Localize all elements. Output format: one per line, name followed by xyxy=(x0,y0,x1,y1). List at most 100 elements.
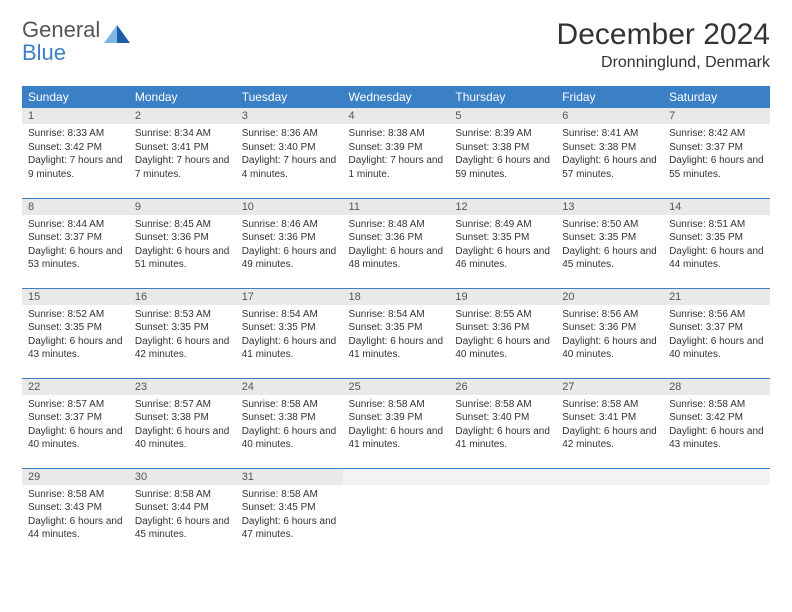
calendar-table: SundayMondayTuesdayWednesdayThursdayFrid… xyxy=(22,86,770,558)
day-header: Monday xyxy=(129,86,236,108)
day-detail: Sunrise: 8:38 AMSunset: 3:39 PMDaylight:… xyxy=(343,124,450,187)
calendar-cell: . xyxy=(556,468,663,558)
calendar-cell: 12Sunrise: 8:49 AMSunset: 3:35 PMDayligh… xyxy=(449,198,556,288)
day-detail: Sunrise: 8:56 AMSunset: 3:37 PMDaylight:… xyxy=(663,305,770,368)
day-number: 24 xyxy=(236,379,343,395)
calendar-cell: 8Sunrise: 8:44 AMSunset: 3:37 PMDaylight… xyxy=(22,198,129,288)
location-subtitle: Dronninglund, Denmark xyxy=(557,54,770,72)
calendar-cell: 26Sunrise: 8:58 AMSunset: 3:40 PMDayligh… xyxy=(449,378,556,468)
calendar-cell: 7Sunrise: 8:42 AMSunset: 3:37 PMDaylight… xyxy=(663,108,770,198)
calendar-cell: 18Sunrise: 8:54 AMSunset: 3:35 PMDayligh… xyxy=(343,288,450,378)
day-detail: Sunrise: 8:44 AMSunset: 3:37 PMDaylight:… xyxy=(22,215,129,278)
brand-mark-icon xyxy=(104,21,130,43)
day-header: Friday xyxy=(556,86,663,108)
calendar-cell: 6Sunrise: 8:41 AMSunset: 3:38 PMDaylight… xyxy=(556,108,663,198)
day-number: . xyxy=(663,469,770,485)
day-number: . xyxy=(449,469,556,485)
day-detail: Sunrise: 8:57 AMSunset: 3:38 PMDaylight:… xyxy=(129,395,236,458)
calendar-cell: 29Sunrise: 8:58 AMSunset: 3:43 PMDayligh… xyxy=(22,468,129,558)
day-number: 11 xyxy=(343,199,450,215)
day-detail: Sunrise: 8:46 AMSunset: 3:36 PMDaylight:… xyxy=(236,215,343,278)
calendar-cell: 21Sunrise: 8:56 AMSunset: 3:37 PMDayligh… xyxy=(663,288,770,378)
day-number: 29 xyxy=(22,469,129,485)
day-number: 15 xyxy=(22,289,129,305)
calendar-cell: 11Sunrise: 8:48 AMSunset: 3:36 PMDayligh… xyxy=(343,198,450,288)
day-detail: Sunrise: 8:49 AMSunset: 3:35 PMDaylight:… xyxy=(449,215,556,278)
page-header: General Blue December 2024 Dronninglund,… xyxy=(22,18,770,72)
calendar-cell: 3Sunrise: 8:36 AMSunset: 3:40 PMDaylight… xyxy=(236,108,343,198)
calendar-cell: 19Sunrise: 8:55 AMSunset: 3:36 PMDayligh… xyxy=(449,288,556,378)
calendar-cell: 14Sunrise: 8:51 AMSunset: 3:35 PMDayligh… xyxy=(663,198,770,288)
day-detail: Sunrise: 8:50 AMSunset: 3:35 PMDaylight:… xyxy=(556,215,663,278)
day-detail: Sunrise: 8:58 AMSunset: 3:41 PMDaylight:… xyxy=(556,395,663,458)
title-block: December 2024 Dronninglund, Denmark xyxy=(557,18,770,72)
brand-word1: General xyxy=(22,17,100,42)
day-detail: Sunrise: 8:34 AMSunset: 3:41 PMDaylight:… xyxy=(129,124,236,187)
calendar-cell: 15Sunrise: 8:52 AMSunset: 3:35 PMDayligh… xyxy=(22,288,129,378)
day-number: 4 xyxy=(343,108,450,124)
day-number: 13 xyxy=(556,199,663,215)
day-number: 30 xyxy=(129,469,236,485)
day-detail: Sunrise: 8:48 AMSunset: 3:36 PMDaylight:… xyxy=(343,215,450,278)
day-number: 8 xyxy=(22,199,129,215)
calendar-cell: 9Sunrise: 8:45 AMSunset: 3:36 PMDaylight… xyxy=(129,198,236,288)
day-number: 1 xyxy=(22,108,129,124)
day-header: Thursday xyxy=(449,86,556,108)
day-number: 18 xyxy=(343,289,450,305)
brand-logo: General Blue xyxy=(22,18,130,64)
day-detail: Sunrise: 8:58 AMSunset: 3:43 PMDaylight:… xyxy=(22,485,129,548)
day-detail: Sunrise: 8:42 AMSunset: 3:37 PMDaylight:… xyxy=(663,124,770,187)
calendar-cell: 13Sunrise: 8:50 AMSunset: 3:35 PMDayligh… xyxy=(556,198,663,288)
calendar-cell: 30Sunrise: 8:58 AMSunset: 3:44 PMDayligh… xyxy=(129,468,236,558)
day-number: 3 xyxy=(236,108,343,124)
calendar-cell: 5Sunrise: 8:39 AMSunset: 3:38 PMDaylight… xyxy=(449,108,556,198)
day-number: 19 xyxy=(449,289,556,305)
day-detail: Sunrise: 8:58 AMSunset: 3:42 PMDaylight:… xyxy=(663,395,770,458)
day-number: 6 xyxy=(556,108,663,124)
day-number: 28 xyxy=(663,379,770,395)
calendar-cell: 2Sunrise: 8:34 AMSunset: 3:41 PMDaylight… xyxy=(129,108,236,198)
day-detail: Sunrise: 8:51 AMSunset: 3:35 PMDaylight:… xyxy=(663,215,770,278)
day-detail: Sunrise: 8:54 AMSunset: 3:35 PMDaylight:… xyxy=(236,305,343,368)
day-number: 25 xyxy=(343,379,450,395)
day-number: 14 xyxy=(663,199,770,215)
calendar-cell: 20Sunrise: 8:56 AMSunset: 3:36 PMDayligh… xyxy=(556,288,663,378)
calendar-cell: 23Sunrise: 8:57 AMSunset: 3:38 PMDayligh… xyxy=(129,378,236,468)
calendar-cell: 31Sunrise: 8:58 AMSunset: 3:45 PMDayligh… xyxy=(236,468,343,558)
day-detail: Sunrise: 8:56 AMSunset: 3:36 PMDaylight:… xyxy=(556,305,663,368)
day-number: 9 xyxy=(129,199,236,215)
day-detail: Sunrise: 8:58 AMSunset: 3:39 PMDaylight:… xyxy=(343,395,450,458)
day-detail: Sunrise: 8:52 AMSunset: 3:35 PMDaylight:… xyxy=(22,305,129,368)
day-number: 12 xyxy=(449,199,556,215)
day-number: . xyxy=(556,469,663,485)
day-detail: Sunrise: 8:54 AMSunset: 3:35 PMDaylight:… xyxy=(343,305,450,368)
calendar-cell: 4Sunrise: 8:38 AMSunset: 3:39 PMDaylight… xyxy=(343,108,450,198)
day-number: 5 xyxy=(449,108,556,124)
day-number: 17 xyxy=(236,289,343,305)
day-detail: Sunrise: 8:58 AMSunset: 3:44 PMDaylight:… xyxy=(129,485,236,548)
day-detail: Sunrise: 8:57 AMSunset: 3:37 PMDaylight:… xyxy=(22,395,129,458)
day-detail: Sunrise: 8:39 AMSunset: 3:38 PMDaylight:… xyxy=(449,124,556,187)
day-number: 21 xyxy=(663,289,770,305)
calendar-cell: . xyxy=(663,468,770,558)
day-number: 10 xyxy=(236,199,343,215)
day-number: 7 xyxy=(663,108,770,124)
day-header: Wednesday xyxy=(343,86,450,108)
day-number: 2 xyxy=(129,108,236,124)
calendar-cell: 17Sunrise: 8:54 AMSunset: 3:35 PMDayligh… xyxy=(236,288,343,378)
calendar-cell: 28Sunrise: 8:58 AMSunset: 3:42 PMDayligh… xyxy=(663,378,770,468)
day-detail: Sunrise: 8:53 AMSunset: 3:35 PMDaylight:… xyxy=(129,305,236,368)
calendar-cell: 1Sunrise: 8:33 AMSunset: 3:42 PMDaylight… xyxy=(22,108,129,198)
day-number: 23 xyxy=(129,379,236,395)
calendar-cell: 10Sunrise: 8:46 AMSunset: 3:36 PMDayligh… xyxy=(236,198,343,288)
calendar-cell: . xyxy=(449,468,556,558)
calendar-head: SundayMondayTuesdayWednesdayThursdayFrid… xyxy=(22,86,770,108)
day-detail: Sunrise: 8:33 AMSunset: 3:42 PMDaylight:… xyxy=(22,124,129,187)
calendar-cell: 27Sunrise: 8:58 AMSunset: 3:41 PMDayligh… xyxy=(556,378,663,468)
brand-word2: Blue xyxy=(22,40,66,65)
page-title: December 2024 xyxy=(557,18,770,52)
calendar-cell: 24Sunrise: 8:58 AMSunset: 3:38 PMDayligh… xyxy=(236,378,343,468)
day-header: Saturday xyxy=(663,86,770,108)
day-detail: Sunrise: 8:58 AMSunset: 3:38 PMDaylight:… xyxy=(236,395,343,458)
brand-text: General Blue xyxy=(22,18,100,64)
